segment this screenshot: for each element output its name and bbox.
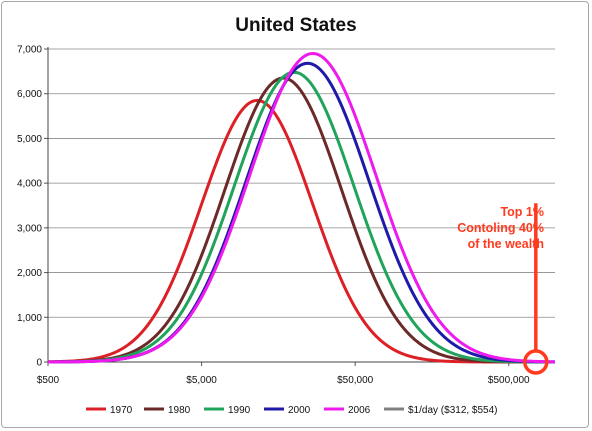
y-tick-label: 3,000 [17,223,42,234]
annotation-line-3: of the wealth [468,237,544,251]
y-tick-label: 0 [36,358,42,369]
series-line-1980 [47,76,555,364]
top-one-percent-annotation: Top 1% Contoling 40% of the wealth [457,203,549,375]
x-tick-label: $5,000 [186,375,217,386]
y-tick-label: 6,000 [17,89,42,100]
x-tick-label: $500,000 [488,375,530,386]
annotation-line-2: Contoling 40% [457,221,544,235]
y-tick-label: 5,000 [17,134,42,145]
y-tick-label: 2,000 [17,268,42,279]
chart-title: United States [235,15,356,36]
legend-label: 1980 [168,405,191,416]
legend-label: 2000 [288,405,311,416]
y-tick-label: 1,000 [17,313,42,324]
y-tick-label: 4,000 [17,179,42,190]
series-line-2006 [47,51,556,364]
y-tick-label: 7,000 [17,45,42,56]
x-tick-label: $500 [37,375,60,386]
legend: 1970 1980 1990 2000 2006 $1/day ($312, $554) [86,405,498,416]
annotation-circle-marker [523,349,549,375]
annotation-line-1: Top 1% [500,205,544,219]
x-axis-ticks: $500 $5,000 $50,000 $500,000 [37,362,530,386]
series-line-1990 [47,70,556,364]
y-axis-ticks: 0 1,000 2,000 3,000 4,000 5,000 6,000 7,000 [17,45,48,369]
series-lines [47,51,556,364]
legend-label: 1990 [228,405,251,416]
legend-label: $1/day ($312, $554) [408,405,498,416]
legend-label: 1970 [110,405,133,416]
legend-label: 2006 [348,405,371,416]
x-tick-label: $50,000 [337,375,374,386]
